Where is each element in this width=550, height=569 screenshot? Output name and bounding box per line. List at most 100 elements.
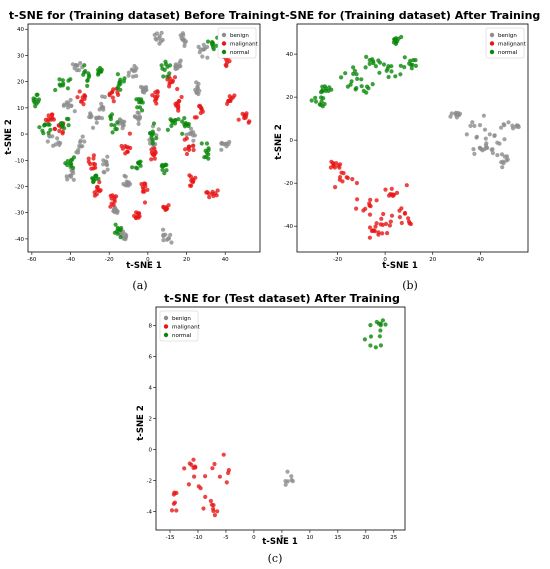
point-normal bbox=[165, 127, 170, 132]
point-benign bbox=[62, 102, 67, 107]
legend: benign malignant normal bbox=[485, 27, 527, 59]
point-malignant bbox=[217, 474, 222, 479]
point-malignant bbox=[60, 129, 65, 134]
x-tick-label: -15 bbox=[165, 535, 174, 541]
legend-marker-normal bbox=[489, 49, 495, 55]
y-tick-label: 20 bbox=[17, 80, 24, 86]
x-tick-label: 20 bbox=[429, 257, 436, 263]
point-malignant bbox=[226, 468, 231, 473]
point-malignant bbox=[191, 143, 196, 148]
point-benign bbox=[87, 114, 92, 120]
point-malignant bbox=[111, 99, 116, 104]
point-benign bbox=[470, 120, 475, 125]
point-malignant bbox=[203, 494, 208, 499]
point-normal bbox=[205, 39, 211, 44]
point-normal bbox=[383, 322, 388, 327]
point-normal bbox=[176, 117, 181, 122]
panel-a: t-SNE for (Training dataset) Before Trai… bbox=[4, 9, 279, 292]
point-malignant bbox=[95, 184, 100, 190]
x-tick-label: 25 bbox=[390, 535, 397, 541]
point-benign bbox=[502, 123, 507, 128]
point-benign bbox=[472, 123, 477, 128]
point-malignant bbox=[116, 92, 121, 97]
point-normal bbox=[377, 60, 383, 65]
point-malignant bbox=[110, 95, 115, 100]
legend: benign malignant normal bbox=[159, 310, 201, 342]
point-malignant bbox=[171, 501, 176, 506]
point-normal bbox=[323, 86, 328, 91]
point-benign bbox=[180, 31, 185, 36]
point-malignant bbox=[192, 474, 197, 479]
x-tick-label: 10 bbox=[306, 535, 313, 541]
point-benign bbox=[104, 162, 109, 167]
point-malignant bbox=[175, 102, 181, 107]
point-malignant bbox=[208, 498, 213, 504]
point-normal bbox=[83, 69, 88, 74]
point-benign bbox=[227, 139, 232, 145]
point-malignant bbox=[165, 206, 170, 211]
point-malignant bbox=[145, 187, 150, 192]
point-malignant bbox=[224, 57, 229, 63]
point-malignant bbox=[108, 193, 113, 198]
point-normal bbox=[378, 321, 383, 326]
point-malignant bbox=[187, 461, 192, 466]
point-malignant bbox=[149, 157, 154, 162]
point-normal bbox=[148, 131, 153, 136]
point-benign bbox=[94, 115, 99, 120]
point-normal bbox=[386, 74, 391, 80]
point-benign bbox=[119, 231, 124, 236]
point-malignant bbox=[224, 63, 229, 69]
point-normal bbox=[161, 74, 166, 79]
point-normal bbox=[135, 105, 140, 110]
point-normal bbox=[398, 63, 403, 68]
point-normal bbox=[160, 167, 165, 172]
point-normal bbox=[367, 61, 372, 66]
point-normal bbox=[82, 63, 87, 68]
legend-marker-normal bbox=[221, 49, 227, 55]
point-malignant bbox=[391, 192, 396, 197]
point-malignant bbox=[179, 94, 184, 100]
legend-marker-normal bbox=[163, 332, 169, 338]
point-benign bbox=[495, 153, 500, 158]
point-benign bbox=[78, 144, 84, 149]
point-malignant bbox=[188, 174, 193, 179]
point-normal bbox=[378, 328, 383, 333]
point-benign bbox=[201, 42, 206, 48]
point-benign bbox=[484, 141, 489, 146]
point-malignant bbox=[77, 89, 82, 94]
point-benign bbox=[490, 150, 495, 156]
point-malignant bbox=[128, 145, 133, 151]
point-malignant bbox=[402, 210, 408, 216]
point-malignant bbox=[399, 206, 404, 211]
point-normal bbox=[169, 123, 174, 128]
point-normal bbox=[37, 125, 42, 130]
point-malignant bbox=[221, 452, 226, 457]
point-normal bbox=[185, 122, 190, 127]
point-malignant bbox=[52, 126, 57, 131]
point-normal bbox=[361, 88, 366, 93]
y-tick-label: 0 bbox=[21, 132, 25, 138]
point-benign bbox=[97, 107, 102, 112]
point-malignant bbox=[374, 221, 379, 226]
point-normal bbox=[206, 152, 211, 157]
point-malignant bbox=[331, 161, 336, 166]
point-benign bbox=[45, 139, 50, 144]
point-benign bbox=[187, 131, 192, 136]
point-benign bbox=[159, 30, 164, 35]
point-normal bbox=[318, 102, 323, 107]
point-normal bbox=[137, 100, 142, 105]
point-normal bbox=[65, 86, 70, 91]
point-benign bbox=[122, 173, 127, 178]
point-normal bbox=[182, 116, 187, 121]
point-malignant bbox=[193, 175, 198, 180]
point-normal bbox=[371, 59, 376, 64]
point-normal bbox=[214, 43, 219, 48]
point-benign bbox=[135, 110, 140, 115]
point-normal bbox=[60, 78, 65, 83]
point-normal bbox=[36, 97, 42, 102]
point-normal bbox=[154, 136, 159, 141]
point-malignant bbox=[367, 212, 373, 217]
point-benign bbox=[124, 179, 129, 184]
point-benign bbox=[506, 120, 511, 125]
point-benign bbox=[290, 479, 295, 484]
